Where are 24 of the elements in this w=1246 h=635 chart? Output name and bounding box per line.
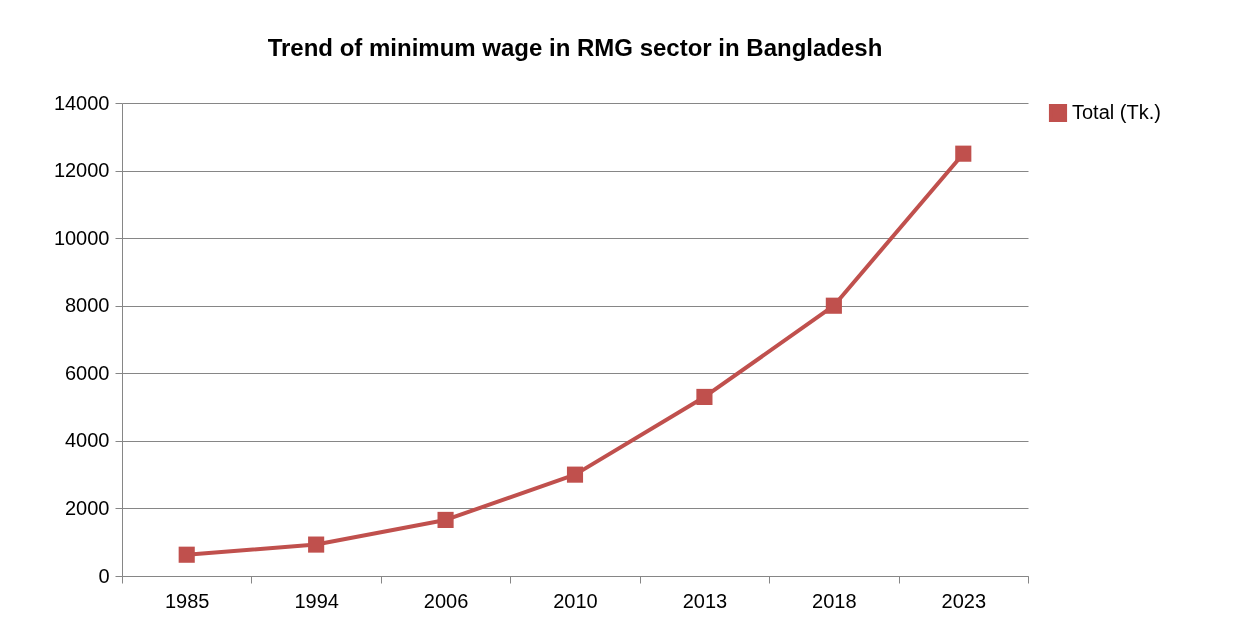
legend-label: Total (Tk.) bbox=[1072, 101, 1161, 123]
y-tick-label: 14000 bbox=[53, 91, 110, 114]
y-tick-label: 2000 bbox=[65, 496, 110, 519]
point bbox=[825, 297, 842, 314]
point bbox=[437, 511, 454, 528]
x-tick-label: 2013 bbox=[682, 589, 728, 612]
x-tick-label: 1994 bbox=[294, 589, 339, 612]
y-tick-label: 10000 bbox=[53, 226, 110, 249]
x-tick-label: 2018 bbox=[812, 589, 857, 612]
y-tick-label: 6000 bbox=[65, 361, 110, 384]
y-tick-label: 12000 bbox=[53, 159, 110, 182]
point bbox=[955, 145, 972, 162]
y-tick-label: 8000 bbox=[65, 294, 110, 317]
x-tick-label: 2006 bbox=[423, 589, 469, 612]
x-tick-label: 2023 bbox=[941, 589, 987, 612]
point bbox=[696, 388, 713, 405]
x-tick-label: 1985 bbox=[164, 589, 210, 612]
point bbox=[566, 466, 584, 483]
point bbox=[308, 536, 325, 553]
x-tick-label: 2010 bbox=[553, 589, 598, 612]
y-tick-label: 4000 bbox=[65, 429, 110, 452]
y-tick-label: 0 bbox=[98, 564, 110, 587]
chart-title: Trend of minimum wage in RMG sector in Bangladesh bbox=[267, 34, 883, 61]
point bbox=[178, 546, 195, 563]
